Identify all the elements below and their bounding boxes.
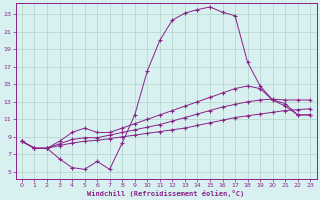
- X-axis label: Windchill (Refroidissement éolien,°C): Windchill (Refroidissement éolien,°C): [87, 190, 245, 197]
